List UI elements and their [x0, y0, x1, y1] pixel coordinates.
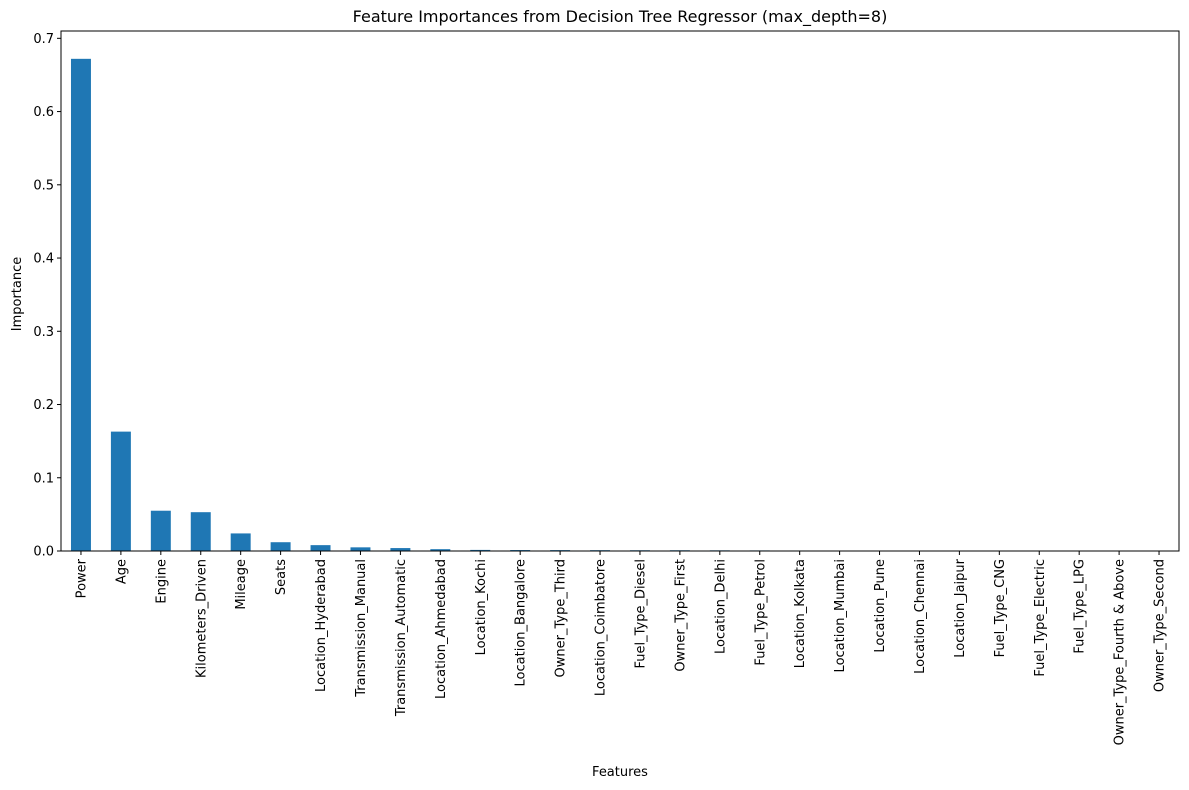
- chart-title: Feature Importances from Decision Tree R…: [353, 7, 888, 27]
- x-tick-label: Fuel_Type_Electric: [1033, 559, 1048, 677]
- bar-mileage: [230, 533, 251, 551]
- x-tick-label: Engine: [154, 559, 169, 604]
- x-tick-label: Owner_Type_Fourth & Above: [1113, 559, 1128, 745]
- plot-frame: [60, 30, 1180, 552]
- x-tick-label: Location_Ahmedabad: [434, 559, 449, 699]
- x-tick-label: Kilometers_Driven: [194, 559, 209, 678]
- y-tick-label: 0.4: [33, 252, 54, 267]
- x-tick-label: Fuel_Type_CNG: [993, 559, 1008, 657]
- x-tick-label: Fuel_Type_LPG: [1073, 559, 1088, 654]
- x-tick-label: Transmission_Manual: [354, 559, 369, 698]
- x-tick-label: Location_Jaipur: [953, 558, 968, 657]
- x-tick-label: Location_Pune: [873, 559, 888, 653]
- bar-transmission-manual: [350, 547, 371, 551]
- y-tick-label: 0.1: [33, 471, 54, 486]
- x-tick-label: Location_Kochi: [474, 559, 489, 655]
- y-axis-label: Importance: [10, 257, 25, 332]
- x-tick-label: Transmission_Automatic: [394, 559, 409, 717]
- y-tick-label: 0.5: [33, 178, 54, 193]
- x-tick-label: Mileage: [234, 559, 249, 610]
- x-tick-label: Owner_Type_Second: [1153, 559, 1168, 692]
- y-tick-label: 0.2: [33, 398, 54, 413]
- bar-transmission-automatic: [390, 548, 411, 551]
- y-axis-ticks: 0.0 0.1 0.2 0.3 0.4 0.5 0.6 0.7: [33, 32, 61, 560]
- y-tick-label: 0.0: [33, 545, 54, 560]
- x-axis-label: Features: [592, 765, 648, 780]
- x-tick-label: Location_Kolkata: [793, 559, 808, 668]
- bar-location-kochi: [470, 549, 491, 551]
- x-tick-label: Location_Delhi: [713, 559, 728, 654]
- x-tick-label: Age: [114, 559, 129, 584]
- bar-location-hyderabad: [310, 545, 331, 551]
- x-tick-label: Location_Bangalore: [514, 559, 529, 686]
- x-tick-label: Seats: [274, 559, 289, 595]
- bars-group: [70, 58, 1090, 551]
- bar-kilometers-driven: [190, 512, 211, 551]
- bar-power: [70, 58, 91, 551]
- x-tick-label: Location_Chennai: [913, 559, 928, 674]
- bar-engine: [150, 510, 171, 551]
- y-tick-label: 0.3: [33, 325, 54, 340]
- bar-seats: [270, 542, 291, 551]
- x-tick-label: Power: [74, 558, 89, 598]
- x-tick-label: Owner_Type_Third: [554, 559, 569, 677]
- x-tick-label: Owner_Type_First: [673, 559, 688, 672]
- x-axis-ticks: Power Age Engine Kilometers_Driven Mileage Se…: [74, 551, 1168, 745]
- x-tick-label: Fuel_Type_Diesel: [633, 559, 648, 668]
- bar-location-ahmedabad: [430, 549, 451, 551]
- x-tick-label: Fuel_Type_Petrol: [753, 559, 768, 666]
- x-tick-label: Location_Hyderabad: [314, 559, 329, 692]
- bar-age: [110, 431, 131, 551]
- y-tick-label: 0.7: [33, 32, 54, 47]
- x-tick-label: Location_Mumbai: [833, 559, 848, 672]
- y-tick-label: 0.6: [33, 105, 54, 120]
- x-tick-label: Location_Coimbatore: [594, 559, 609, 696]
